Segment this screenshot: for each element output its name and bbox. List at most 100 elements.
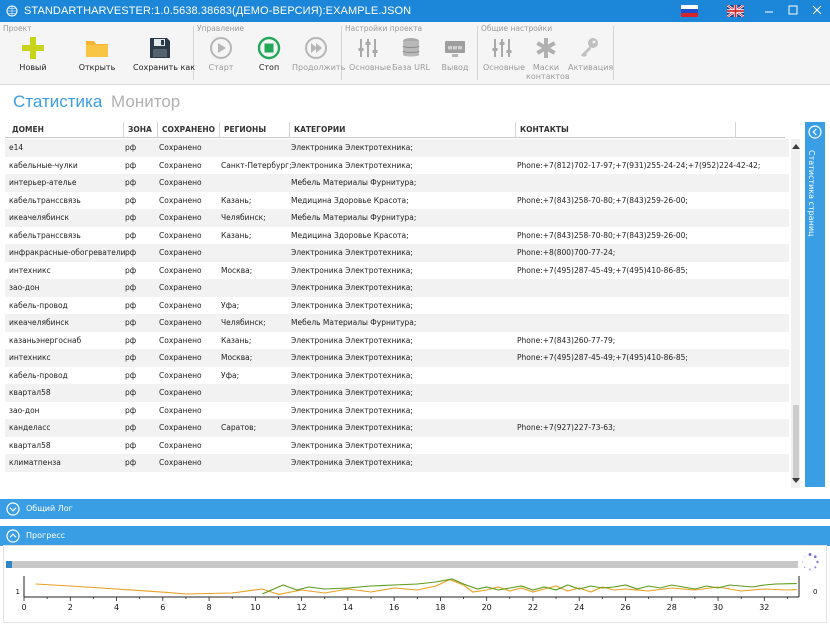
cell-regions: Саратов;	[221, 423, 257, 432]
activation-label: Активация	[568, 63, 614, 72]
stop-button[interactable]: Стоп	[253, 36, 285, 72]
chart-x-tick-label: 4	[114, 603, 119, 612]
table-row[interactable]: зао-дон рф Сохранено Электроника Электротех…	[5, 402, 789, 420]
table-row[interactable]: интерьер-ателье рф Сохранено Мебель Материа…	[5, 174, 789, 192]
table-row[interactable]: казаньэнергоснаб рф Сохранено Казань; Электр…	[5, 332, 789, 350]
progress-expander[interactable]: Прогресс	[0, 526, 830, 546]
chart-x-tick-label: 24	[574, 603, 584, 612]
flag-ru-icon[interactable]	[681, 5, 698, 17]
base-url-button[interactable]: База URL	[392, 36, 430, 72]
column-header-contacts[interactable]: КОНТАКТЫ	[516, 122, 736, 138]
cell-domain: e14	[9, 143, 24, 152]
cell-domain: климатпенза	[9, 458, 61, 467]
column-header-zone[interactable]: ЗОНА	[124, 122, 158, 138]
scroll-up-arrow-icon[interactable]	[792, 143, 800, 149]
chart-x-tick-label: 8	[207, 603, 212, 612]
table-row[interactable]: кабель-провод рф Сохранено Уфа; Электроника …	[5, 367, 789, 385]
table-row[interactable]: климатпенза рф Сохранено Электроника Электр…	[5, 454, 789, 472]
activation-button[interactable]: Активация	[568, 36, 614, 72]
table-row[interactable]: квартал58 рф Сохранено Электроника Электрот…	[5, 384, 789, 402]
contact-masks-button[interactable]: Маски контактов	[526, 36, 570, 81]
cell-categories: Мебель Материалы Фурнитура;	[291, 213, 417, 222]
save-as-button[interactable]: Сохранить как	[133, 36, 195, 72]
cell-saved: Сохранено	[159, 318, 202, 327]
chart-x-tick-label: 12	[297, 603, 307, 612]
cell-categories: Электроника Электротехника;	[291, 388, 413, 397]
cell-saved: Сохранено	[159, 160, 202, 170]
table-row[interactable]: e14 рф Сохранено Электроника Электротехника…	[5, 139, 789, 157]
cell-domain: икеачелябинск	[9, 213, 70, 222]
cell-regions: Казань;	[221, 195, 252, 205]
statistics-grid: ДОМЕН ЗОНА СОХРАНЕНО РЕГИОНЫ КАТЕГОРИИ К…	[5, 122, 800, 488]
cell-regions: Уфа;	[221, 300, 240, 310]
cell-contacts: Phone:+7(495)287-45-49;+7(495)410-86-85;	[517, 265, 688, 275]
contact-masks-label-line2: контактов	[526, 72, 570, 81]
grid-vertical-scrollbar[interactable]	[791, 139, 800, 488]
column-header-domain[interactable]: ДОМЕН	[8, 122, 124, 138]
start-label: Старт	[208, 63, 234, 72]
continue-button[interactable]: Продолжить	[292, 36, 346, 72]
table-row[interactable]: кабельные-чулки рф Сохранено Санкт-Петербур…	[5, 157, 789, 175]
output-label: Вывод	[441, 63, 469, 72]
cell-saved: Сохранено	[159, 353, 202, 362]
maximize-icon[interactable]	[782, 0, 804, 22]
cell-domain: интехникс	[9, 353, 51, 362]
table-row[interactable]: кабельтранссвязь рф Сохранено Казань; Медици…	[5, 192, 789, 210]
table-row[interactable]: интехникс рф Сохранено Москва; Электроника Э…	[5, 262, 789, 280]
output-button[interactable]: www Вывод	[440, 36, 470, 72]
column-header-saved[interactable]: СОХРАНЕНО	[158, 122, 220, 138]
cell-saved: Сохранено	[159, 248, 202, 257]
table-row[interactable]: кабель-провод рф Сохранено Уфа; Электроника …	[5, 297, 789, 315]
group-label-project-settings: Настройки проекта	[345, 24, 423, 33]
cell-regions: Казань;	[221, 335, 252, 345]
stop-label: Стоп	[258, 63, 280, 72]
collapse-left-icon[interactable]	[808, 125, 822, 139]
cell-categories: Электроника Электротехника;	[291, 283, 413, 292]
general-log-expander[interactable]: Общий Лог	[0, 499, 830, 519]
continue-label: Продолжить	[292, 63, 346, 72]
cell-domain: инфракрасные-обогреватели	[9, 248, 126, 257]
cell-categories: Электроника Электротехника;	[291, 143, 413, 152]
plus-icon	[22, 37, 44, 59]
play-icon	[210, 37, 232, 59]
cell-contacts: Phone:+7(812)702-17-97;+7(931)255-24-24;…	[517, 160, 761, 170]
cell-zone: рф	[125, 230, 137, 240]
start-button[interactable]: Старт	[204, 36, 238, 72]
cell-saved: Сохранено	[159, 458, 202, 467]
cell-categories: Электроника Электротехника;	[291, 300, 413, 310]
chart-x-tick-label: 26	[620, 603, 630, 612]
minimize-icon[interactable]	[758, 0, 780, 22]
table-row[interactable]: икеачелябинск рф Сохранено Челябинск; Мебель…	[5, 314, 789, 332]
cell-saved: Сохранено	[159, 335, 202, 345]
sliders-icon	[358, 39, 378, 57]
flag-uk-icon[interactable]	[727, 5, 744, 17]
cell-domain: интехникс	[9, 265, 51, 275]
cell-zone: рф	[125, 370, 137, 380]
cell-zone: рф	[125, 213, 137, 222]
new-project-button[interactable]: Новый	[14, 36, 52, 72]
table-row[interactable]: интехникс рф Сохранено Москва; Электроника Э…	[5, 349, 789, 367]
close-icon[interactable]	[806, 0, 828, 22]
table-row[interactable]: квартал58 рф Сохранено Электроника Электрот…	[5, 437, 789, 455]
project-main-settings-button[interactable]: Основные	[349, 36, 391, 72]
tab-monitor[interactable]: Монитор	[111, 92, 181, 111]
table-row[interactable]: икеачелябинск рф Сохранено Челябинск; Мебель…	[5, 209, 789, 227]
column-header-categories[interactable]: КАТЕГОРИИ	[290, 122, 516, 138]
cell-regions: Уфа;	[221, 370, 240, 380]
page-statistics-panel[interactable]: Статистика страниц	[805, 122, 825, 487]
app-logo-icon	[6, 5, 18, 17]
general-main-settings-button[interactable]: Основные	[483, 36, 525, 72]
table-row[interactable]: кабельтранссвязь рф Сохранено Казань; Медици…	[5, 227, 789, 245]
open-project-button[interactable]: Открыть	[77, 36, 117, 72]
scroll-down-arrow-icon[interactable]	[792, 478, 800, 484]
cell-domain: квартал58	[9, 388, 51, 397]
table-row[interactable]: канделасс рф Сохранено Саратов; Электроника …	[5, 419, 789, 437]
scrollbar-thumb[interactable]	[793, 405, 799, 481]
cell-regions: Челябинск;	[221, 318, 266, 327]
column-header-regions[interactable]: РЕГИОНЫ	[220, 122, 290, 138]
table-row[interactable]: инфракрасные-обогреватели рф Сохранено Элек…	[5, 244, 789, 262]
tab-statistics[interactable]: Статистика	[13, 92, 103, 111]
table-row[interactable]: зао-дон рф Сохранено Электроника Электротех…	[5, 279, 789, 297]
cell-saved: Сохранено	[159, 388, 202, 397]
cell-categories: Электроника Электротехника;	[291, 405, 413, 415]
